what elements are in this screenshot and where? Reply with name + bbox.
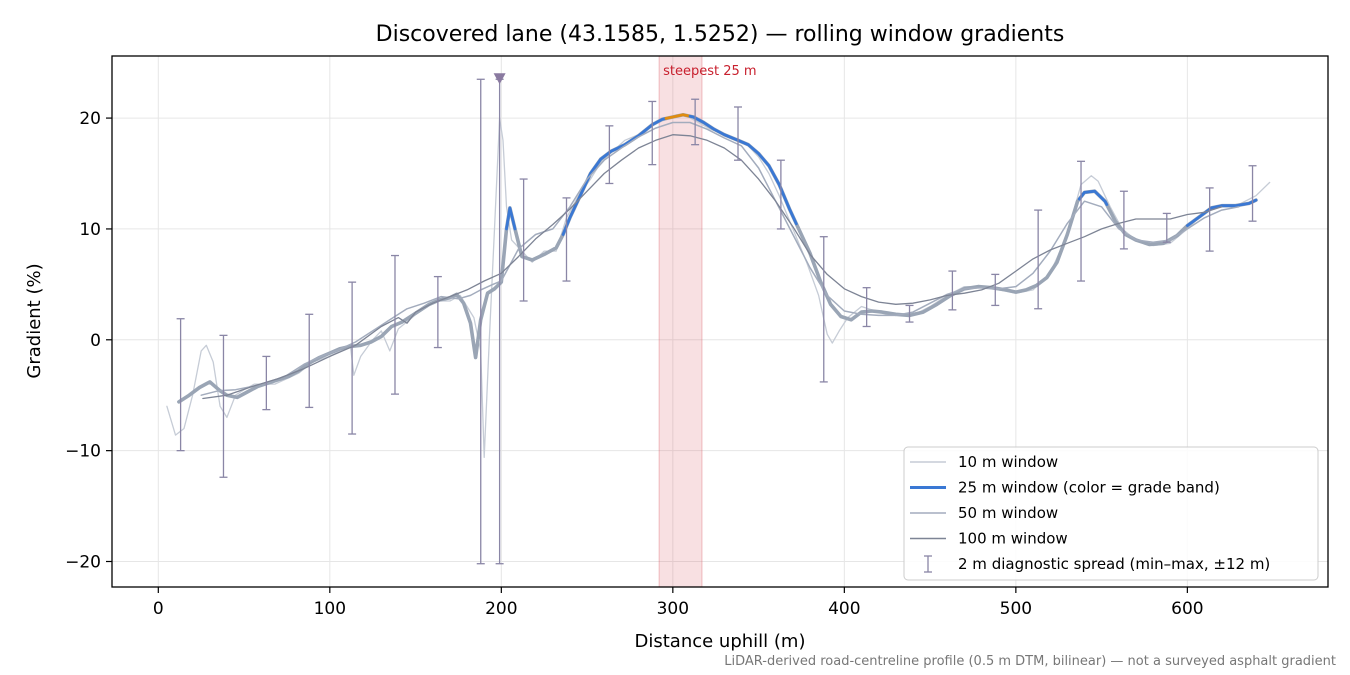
ticks-layer: 0 100 200 300 400 500 600 −20 −10 0 10 20	[65, 109, 1203, 619]
errorbar	[819, 236, 828, 383]
y-axis-label: Gradient (%)	[24, 263, 45, 378]
grade-segment-moderate	[1186, 198, 1258, 227]
x-tick-label: 300	[657, 599, 689, 619]
errorbar-layer	[176, 78, 1257, 565]
legend-swatch	[924, 555, 932, 573]
y-tick-label: 0	[90, 331, 101, 351]
errorbar	[691, 98, 700, 146]
y-tick-label: 20	[79, 109, 101, 129]
errorbar	[605, 125, 614, 185]
errorbar	[476, 78, 485, 565]
steepest-band-layer: steepest 25 m	[658, 55, 757, 588]
legend-label: 25 m window (color = grade band)	[958, 479, 1220, 497]
x-axis-label: Distance uphill (m)	[635, 631, 806, 652]
x-tick-label: 100	[314, 599, 346, 619]
legend-label: 10 m window	[958, 453, 1058, 471]
errorbar	[176, 318, 185, 452]
footnote: LiDAR-derived road-centreline profile (0…	[724, 654, 1336, 669]
x-tick-label: 0	[153, 599, 164, 619]
errorbar	[862, 287, 871, 328]
peak-marker-triangle	[493, 73, 506, 85]
legend-label: 50 m window	[958, 504, 1058, 522]
errorbar	[1162, 212, 1171, 243]
errorbar	[776, 159, 785, 230]
series-50m-line	[200, 121, 1240, 396]
legend-label: 100 m window	[958, 530, 1068, 548]
errorbar	[390, 254, 399, 395]
errorbar	[495, 78, 504, 565]
plot-frame	[111, 55, 1329, 588]
steepest-label: steepest 25 m	[663, 64, 756, 79]
x-tick-label: 500	[1000, 599, 1032, 619]
x-tick-label: 600	[1171, 599, 1203, 619]
errorbar	[734, 106, 743, 161]
errorbar	[1248, 165, 1257, 222]
legend-label: 2 m diagnostic spread (min–max, ±12 m)	[958, 555, 1270, 573]
errorbar	[648, 100, 657, 166]
x-tick-label: 400	[828, 599, 860, 619]
grade-segment-moderate	[561, 117, 668, 236]
errorbar	[305, 313, 314, 409]
legend-box	[903, 446, 1319, 581]
y-tick-label: 10	[79, 220, 101, 240]
errorbar	[219, 334, 228, 478]
series-25m-line	[177, 113, 1258, 404]
errorbar	[948, 270, 957, 311]
marker-layer	[493, 73, 506, 85]
errorbar	[348, 281, 357, 435]
errorbar	[519, 178, 528, 302]
errorbar	[1119, 190, 1128, 250]
errorbar	[1034, 209, 1043, 310]
errorbar	[562, 197, 571, 282]
grade-segment-moderate	[1077, 189, 1109, 206]
errorbar	[433, 275, 442, 349]
x-tick-label: 200	[485, 599, 517, 619]
errorbar	[905, 304, 914, 323]
legend: 10 m window 25 m window (color = grade ba…	[903, 446, 1319, 581]
errorbar	[1205, 187, 1214, 252]
series-10m-line	[166, 114, 1271, 458]
grade-segment-steep	[664, 113, 692, 120]
errorbar	[262, 355, 271, 411]
errorbar	[1077, 160, 1086, 282]
y-tick-label: −10	[65, 442, 101, 462]
grade-segment-moderate	[505, 206, 517, 231]
y-tick-label: −20	[65, 553, 101, 573]
series-100m-line	[202, 134, 1223, 400]
errorbar	[991, 273, 1000, 307]
series-layer	[166, 113, 1271, 458]
chart-title: Discovered lane (43.1585, 1.5252) — roll…	[376, 22, 1065, 47]
